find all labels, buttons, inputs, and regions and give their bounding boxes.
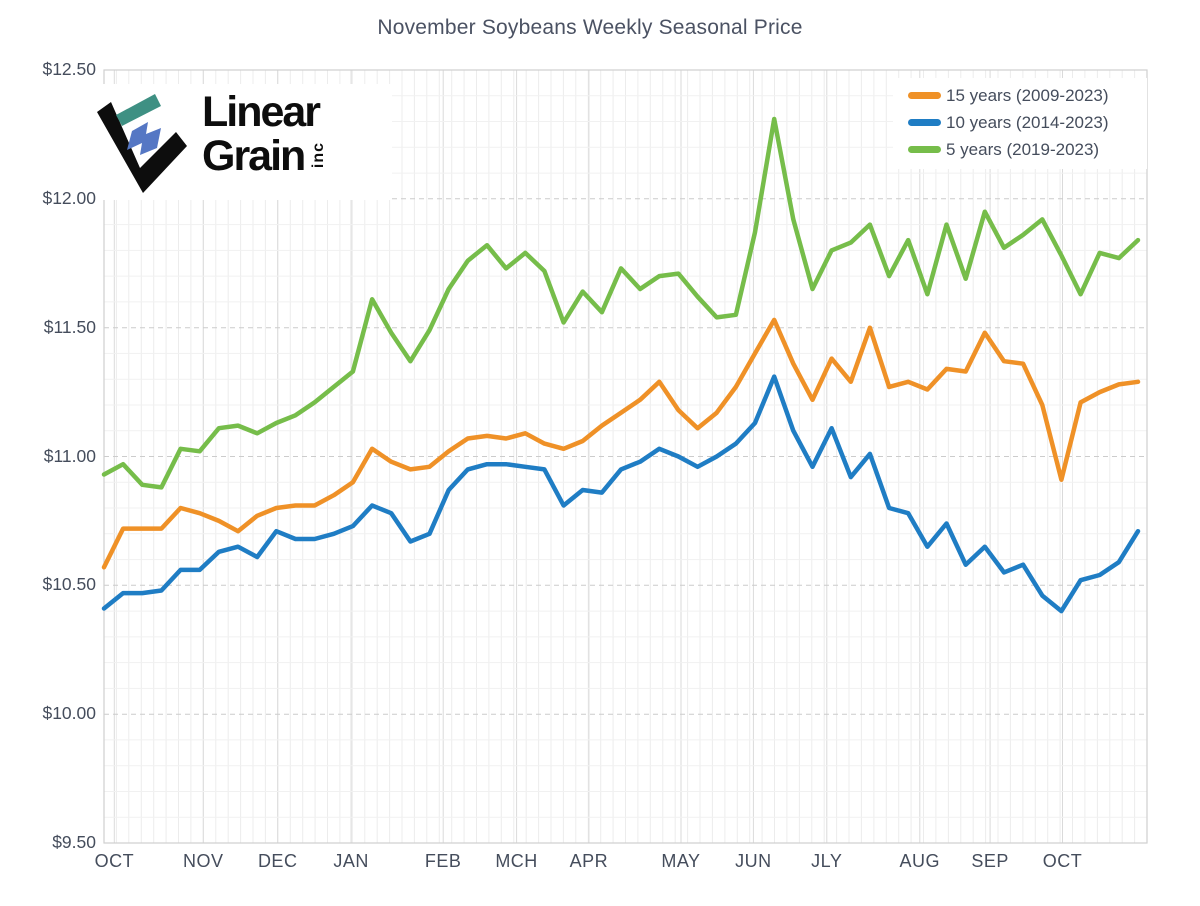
logo-suffix-inc: inc: [310, 141, 328, 169]
y-tick-label: $10.50: [42, 574, 96, 595]
series-line-10-years: [101, 374, 1141, 614]
legend-label: 15 years (2009-2023): [946, 85, 1109, 105]
x-tick-label: OCT: [94, 851, 135, 871]
x-tick-label: AUG: [899, 851, 941, 871]
linear-grain-logo: Linear Grain inc: [96, 84, 392, 200]
legend-swatch-10-years: [908, 119, 941, 126]
logo-teal-bar: [116, 94, 161, 126]
plot-border: [103, 69, 1148, 844]
y-tick-label: $11.50: [43, 316, 96, 337]
legend-item-10-years: 10 years (2014-2023): [893, 109, 1147, 136]
y-tick-label: $12.00: [42, 187, 96, 208]
series-line-5-years: [101, 116, 1141, 490]
legend-swatch-15-years: [908, 92, 941, 99]
y-tick-label: $10.00: [42, 703, 96, 724]
legend-item-5-years: 5 years (2019-2023): [893, 136, 1147, 163]
logo-word-grain: Grain: [202, 132, 306, 180]
x-tick-label: MAY: [661, 851, 701, 871]
series-line-15-years: [101, 317, 1141, 570]
x-tick-label: JLY: [811, 851, 843, 871]
logo-black-check: [97, 102, 187, 193]
x-tick-label: FEB: [424, 851, 462, 871]
y-tick-label: $11.00: [43, 445, 96, 466]
linear-grain-logo-mark: [97, 94, 187, 193]
x-tick-label: JAN: [333, 851, 369, 871]
legend-item-15-years: 15 years (2009-2023): [893, 82, 1147, 109]
y-tick-label: $12.50: [42, 59, 96, 79]
chart-title: November Soybeans Weekly Seasonal Price: [377, 16, 803, 39]
legend-swatch-5-years: [908, 146, 941, 153]
chart-legend: 15 years (2009-2023) 10 years (2014-2023…: [893, 78, 1147, 169]
x-tick-label: SEP: [971, 851, 1009, 871]
x-tick-label: APR: [569, 851, 609, 871]
logo-word-linear: Linear: [202, 88, 321, 136]
logo-text: Linear Grain inc: [202, 90, 332, 178]
x-tick-label: NOV: [182, 851, 224, 871]
legend-label: 10 years (2014-2023): [946, 112, 1109, 132]
x-tick-label: MCH: [495, 851, 538, 871]
logo-blue-zigzag: [127, 122, 161, 155]
x-tick-label: JUN: [735, 851, 772, 871]
legend-label: 5 years (2019-2023): [946, 139, 1100, 159]
x-tick-label: OCT: [1042, 851, 1083, 871]
y-tick-label: $9.50: [52, 832, 96, 852]
x-tick-label: DEC: [257, 851, 298, 871]
